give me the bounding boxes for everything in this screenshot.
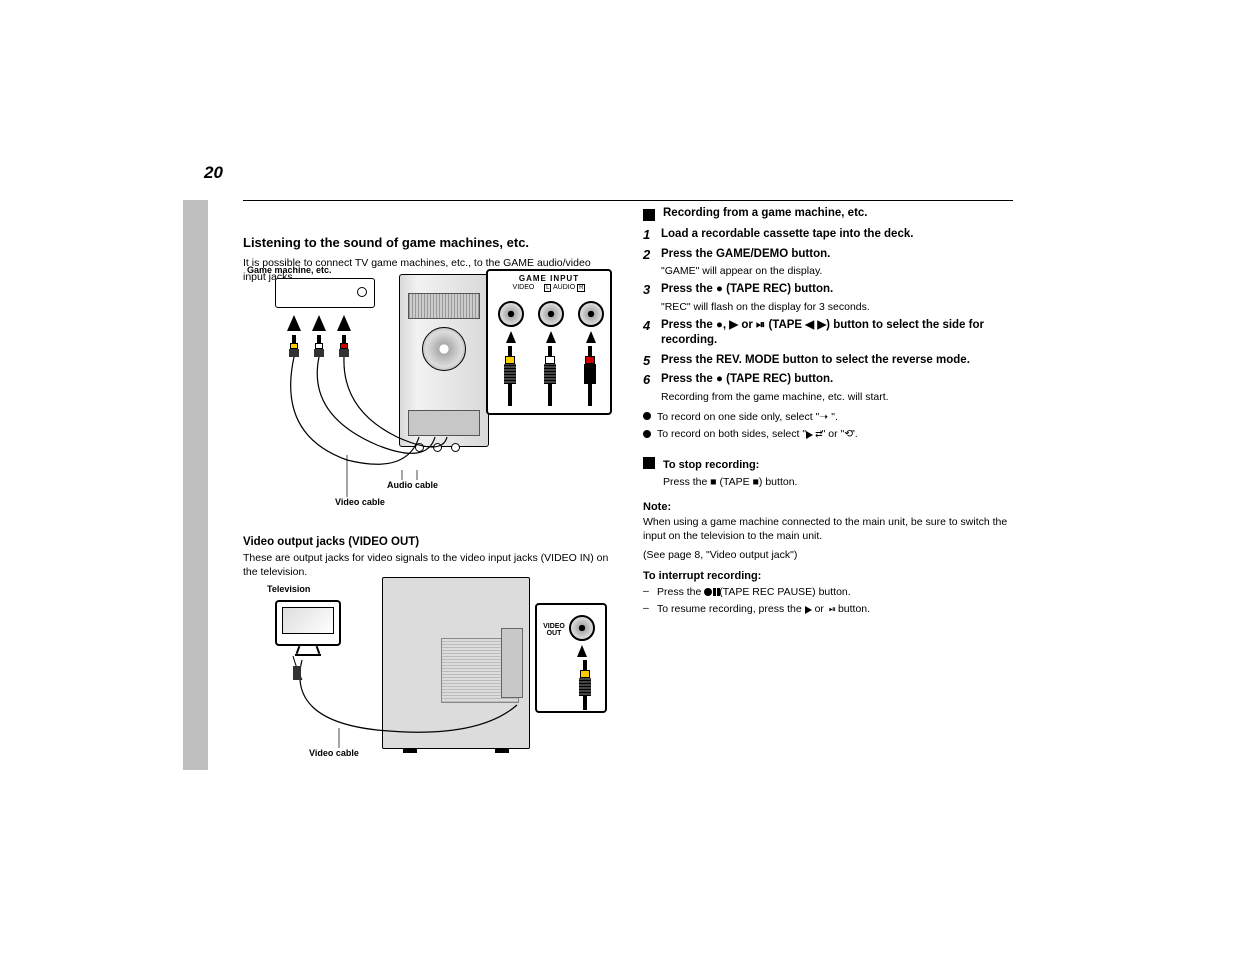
- dot-bullet-icon: [643, 430, 651, 438]
- label-audio-cable: Audio cable: [387, 480, 438, 490]
- diagram-video-out: Television Video cable VIDEOOUT: [247, 570, 617, 765]
- label-l: L: [544, 284, 551, 292]
- diagram-game-input: Game machine, etc. Audio cable Video cab…: [247, 265, 617, 525]
- step-text: Load a recordable cassette tape into the…: [661, 227, 1013, 243]
- rca-plug-yellow: [289, 335, 299, 357]
- jack-video-out-icon: [569, 615, 595, 641]
- page-number: 20: [204, 163, 223, 183]
- step-number: 3: [643, 282, 661, 314]
- step-item: 1Load a recordable cassette tape into th…: [643, 227, 1013, 243]
- step-text: Press the GAME/DEMO button."GAME" will a…: [661, 247, 1013, 279]
- step-subtext: "REC" will flash on the display for 3 se…: [661, 300, 1013, 314]
- square-bullet-icon: [643, 209, 655, 221]
- heading-stop-recording: To stop recording:: [663, 459, 759, 471]
- arrow-up-icon: [577, 645, 587, 657]
- note-1: To record on one side only, select "➝".: [657, 410, 1013, 424]
- arrow-up-icon: [287, 315, 301, 331]
- interrupt-item-2: To resume recording, press the or ⏯ butt…: [657, 602, 1013, 616]
- dot-bullet-icon: [643, 412, 651, 420]
- stop-recording-body: Press the ■ (TAPE ■) button.: [663, 475, 1013, 489]
- interrupt-item-1: Press the (TAPE REC PAUSE) button.: [657, 585, 1013, 599]
- rca-plug-yellow-icon: [504, 346, 516, 406]
- step-text: Press the ●, ▶ or ⏯ (TAPE ◀ ▶) button to…: [661, 318, 1013, 349]
- play-icon: [805, 606, 812, 614]
- arrow-up-icon: [586, 331, 596, 343]
- record-icon: [704, 588, 712, 596]
- arrow-up-icon: [546, 331, 556, 343]
- page: 20 Listening to the sound of game machin…: [0, 0, 1235, 954]
- external-equipment-box: [275, 278, 375, 308]
- step-number: 4: [643, 318, 661, 349]
- note-heading: Note:: [643, 501, 1013, 513]
- top-horizontal-rule: [243, 200, 1013, 201]
- left-margin-bar: [183, 200, 208, 770]
- inset-video-out-panel: VIDEOOUT: [535, 603, 607, 713]
- inset-title: GAME INPUT: [488, 274, 610, 283]
- rca-plug-white-icon: [544, 346, 556, 406]
- step-text: Press the REV. MODE button to select the…: [661, 353, 1013, 369]
- inset-game-input-panel: GAME INPUT VIDEO L AUDIO R: [486, 269, 612, 415]
- step-item: 3Press the ● (TAPE REC) button."REC" wil…: [643, 282, 1013, 314]
- step-item: 6Press the ● (TAPE REC) button.Recording…: [643, 372, 1013, 404]
- main-unit-front: [399, 274, 489, 447]
- heading-interrupt-recording: To interrupt recording:: [643, 570, 1013, 582]
- step-item: 5Press the REV. MODE button to select th…: [643, 353, 1013, 369]
- note-2: To record on both sides, select "⇄" or "…: [657, 427, 1013, 441]
- step-subtext: "GAME" will appear on the display.: [661, 264, 1013, 278]
- jack-audio-l-icon: [538, 301, 564, 327]
- step-number: 1: [643, 227, 661, 243]
- label-video-cable-2: Video cable: [309, 748, 359, 758]
- step-item: 2Press the GAME/DEMO button."GAME" will …: [643, 247, 1013, 279]
- step-subtext: Recording from the game machine, etc. wi…: [661, 390, 1013, 404]
- dash-bullet: –: [643, 602, 657, 616]
- main-unit-rear: [382, 577, 530, 749]
- rca-plug-red-icon: [584, 346, 596, 406]
- arrow-up-icon: [337, 315, 351, 331]
- rca-plug-yellow-icon: [579, 660, 591, 710]
- caption-television: Television: [267, 584, 310, 594]
- step-number: 5: [643, 353, 661, 369]
- label-r: R: [577, 284, 585, 292]
- video-out-heading: Video output jacks (VIDEO OUT): [243, 536, 611, 548]
- label-video: VIDEO: [513, 284, 535, 291]
- jack-video-icon: [498, 301, 524, 327]
- heading-recording-game: Recording from a game machine, etc.: [663, 207, 868, 219]
- pause-icon: [713, 588, 716, 596]
- rca-plug-red: [339, 335, 349, 357]
- front-game-jacks: [411, 440, 481, 456]
- steps-list: 1Load a recordable cassette tape into th…: [643, 227, 1013, 404]
- inset-sub-labels: VIDEO L AUDIO R: [488, 284, 610, 291]
- step-item: 4Press the ●, ▶ or ⏯ (TAPE ◀ ▶) button t…: [643, 318, 1013, 349]
- right-column: Recording from a game machine, etc. 1Loa…: [643, 207, 1013, 620]
- rca-plug-white: [314, 335, 324, 357]
- note-body: When using a game machine connected to t…: [643, 515, 1013, 543]
- label-video-cable: Video cable: [335, 497, 385, 507]
- label-video-out: VIDEOOUT: [541, 623, 567, 637]
- step-text: Press the ● (TAPE REC) button.Recording …: [661, 372, 1013, 404]
- caption-external-equipment: Game machine, etc.: [247, 265, 332, 275]
- note-crossref: (See page 8, "Video output jack"): [643, 548, 1013, 562]
- television-icon: [275, 600, 341, 646]
- dash-bullet: –: [643, 585, 657, 599]
- step-text: Press the ● (TAPE REC) button."REC" will…: [661, 282, 1013, 314]
- section-heading-game-sound: Listening to the sound of game machines,…: [243, 235, 611, 250]
- step-number: 6: [643, 372, 661, 404]
- arrow-up-icon: [312, 315, 326, 331]
- label-audio: AUDIO: [553, 284, 575, 291]
- television-stand: [295, 646, 321, 656]
- step-number: 2: [643, 247, 661, 279]
- jack-audio-r-icon: [578, 301, 604, 327]
- square-bullet-icon: [643, 457, 655, 469]
- arrow-up-icon: [506, 331, 516, 343]
